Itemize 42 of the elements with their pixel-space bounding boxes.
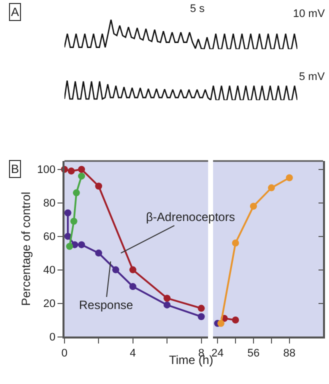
x-tick-label: 24	[211, 348, 224, 360]
point	[198, 313, 205, 320]
point	[78, 166, 86, 173]
x-tick-label: 56	[247, 348, 260, 360]
point	[129, 266, 136, 274]
point	[129, 283, 136, 290]
x-tick-label: 88	[283, 348, 296, 360]
x-tick-label: 0	[61, 348, 68, 360]
point	[232, 316, 240, 324]
point	[95, 182, 102, 190]
text: A	[11, 5, 20, 19]
point	[64, 209, 72, 216]
point	[164, 294, 171, 302]
point	[66, 242, 74, 250]
y-axis-title: Percentage of control	[18, 192, 33, 306]
annotation: 10 mV	[293, 8, 326, 20]
y-tick-label: 20	[43, 298, 56, 310]
point	[68, 168, 75, 175]
annotation: Response	[79, 298, 134, 312]
point	[198, 304, 205, 312]
y-tick-label: 100	[37, 164, 56, 176]
annotation: β-Adrenoceptors	[146, 210, 235, 224]
point	[70, 218, 78, 225]
x-tick-label: 4	[130, 348, 136, 360]
y-tick-label: 0	[49, 332, 56, 344]
y-tick-label: 60	[43, 231, 56, 244]
point	[78, 172, 86, 180]
y-tick-label: 40	[43, 264, 56, 277]
point	[72, 189, 80, 196]
text: B	[11, 162, 20, 176]
point	[95, 250, 102, 257]
point	[112, 266, 120, 274]
point	[268, 184, 275, 192]
point	[164, 301, 171, 308]
text: 5 s	[190, 3, 206, 15]
point	[78, 241, 86, 248]
point	[217, 320, 224, 327]
point	[232, 240, 240, 247]
point	[250, 202, 257, 210]
y-tick-label: 80	[43, 198, 56, 210]
point	[286, 174, 293, 182]
text: 5 mV	[299, 71, 326, 83]
